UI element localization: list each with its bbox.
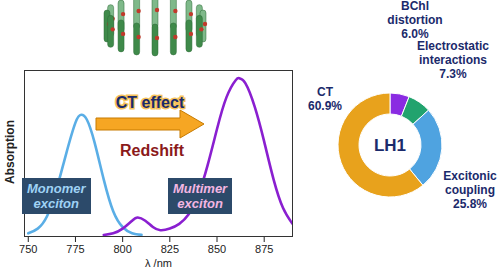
svg-text:800: 800 — [113, 243, 131, 255]
svg-text:850: 850 — [208, 243, 226, 255]
html-text:exciton: exciton — [177, 196, 223, 211]
html-text:Absorption: Absorption — [3, 120, 17, 184]
html-text:exciton: exciton — [33, 196, 79, 211]
svg-text:λ /nm: λ /nm — [145, 257, 172, 269]
svg-text:Excitoniccoupling25.8%: Excitoniccoupling25.8% — [443, 169, 497, 211]
svg-text:CT effect: CT effect — [116, 94, 185, 111]
svg-text:CT60.9%: CT60.9% — [308, 85, 342, 113]
svg-text:LH1: LH1 — [374, 136, 406, 155]
svg-text:750: 750 — [19, 243, 37, 255]
svg-text:775: 775 — [66, 243, 84, 255]
svg-text:875: 875 — [255, 243, 273, 255]
svg-text:Electrostaticinteractions7.3%: Electrostaticinteractions7.3% — [417, 39, 489, 81]
svg-text:825: 825 — [161, 243, 179, 255]
svg-text:Redshift: Redshift — [120, 142, 185, 159]
html-text:Monomer: Monomer — [27, 181, 86, 196]
svg-text:BChldistortion6.0%: BChldistortion6.0% — [387, 0, 442, 41]
html-text:Multimer: Multimer — [173, 181, 228, 196]
